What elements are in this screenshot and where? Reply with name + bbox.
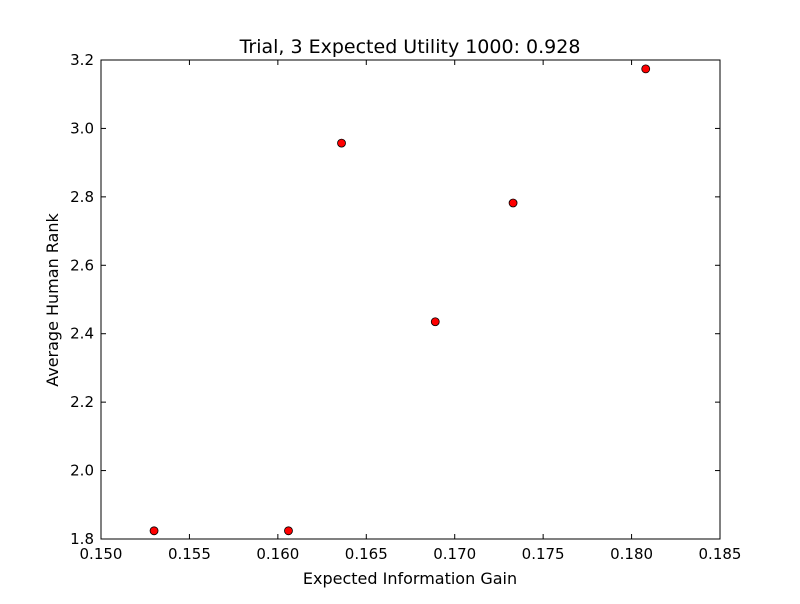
data-points xyxy=(149,64,651,536)
x-tick-label: 0.180 xyxy=(610,545,653,563)
y-tick-label: 1.8 xyxy=(70,530,94,548)
x-tick-label: 0.165 xyxy=(345,545,388,563)
y-tick-label: 2.8 xyxy=(70,188,94,206)
data-point xyxy=(284,526,293,536)
y-tick-label: 3.2 xyxy=(70,51,94,69)
x-tick-label: 0.170 xyxy=(433,545,476,563)
plot-frame xyxy=(100,59,721,540)
x-tick-label: 0.175 xyxy=(522,545,565,563)
data-point xyxy=(508,198,518,208)
y-tick-label: 2.6 xyxy=(70,256,94,274)
y-axis-label: Average Human Rank xyxy=(43,212,62,386)
x-tick-label: 0.155 xyxy=(168,545,211,563)
data-point xyxy=(337,138,346,148)
x-tick-label: 0.150 xyxy=(80,545,123,563)
x-tick-label: 0.160 xyxy=(256,545,299,563)
chart-title: Trial, 3 Expected Utility 1000: 0.928 xyxy=(239,36,581,58)
y-tick-label: 2.0 xyxy=(70,462,94,480)
y-tick-label: 2.4 xyxy=(70,325,94,343)
y-tick-label: 2.2 xyxy=(70,393,94,411)
data-point xyxy=(149,526,159,536)
axis-ticks: 0.150 0.155 0.160 0.165 0.170 0.175 0.180 0.185… xyxy=(70,51,741,563)
y-tick-label: 3.0 xyxy=(70,119,94,137)
x-tick-label: 0.185 xyxy=(699,545,742,563)
x-axis-label: Expected Information Gain xyxy=(303,569,517,588)
data-point xyxy=(641,64,651,74)
data-point xyxy=(430,317,440,327)
